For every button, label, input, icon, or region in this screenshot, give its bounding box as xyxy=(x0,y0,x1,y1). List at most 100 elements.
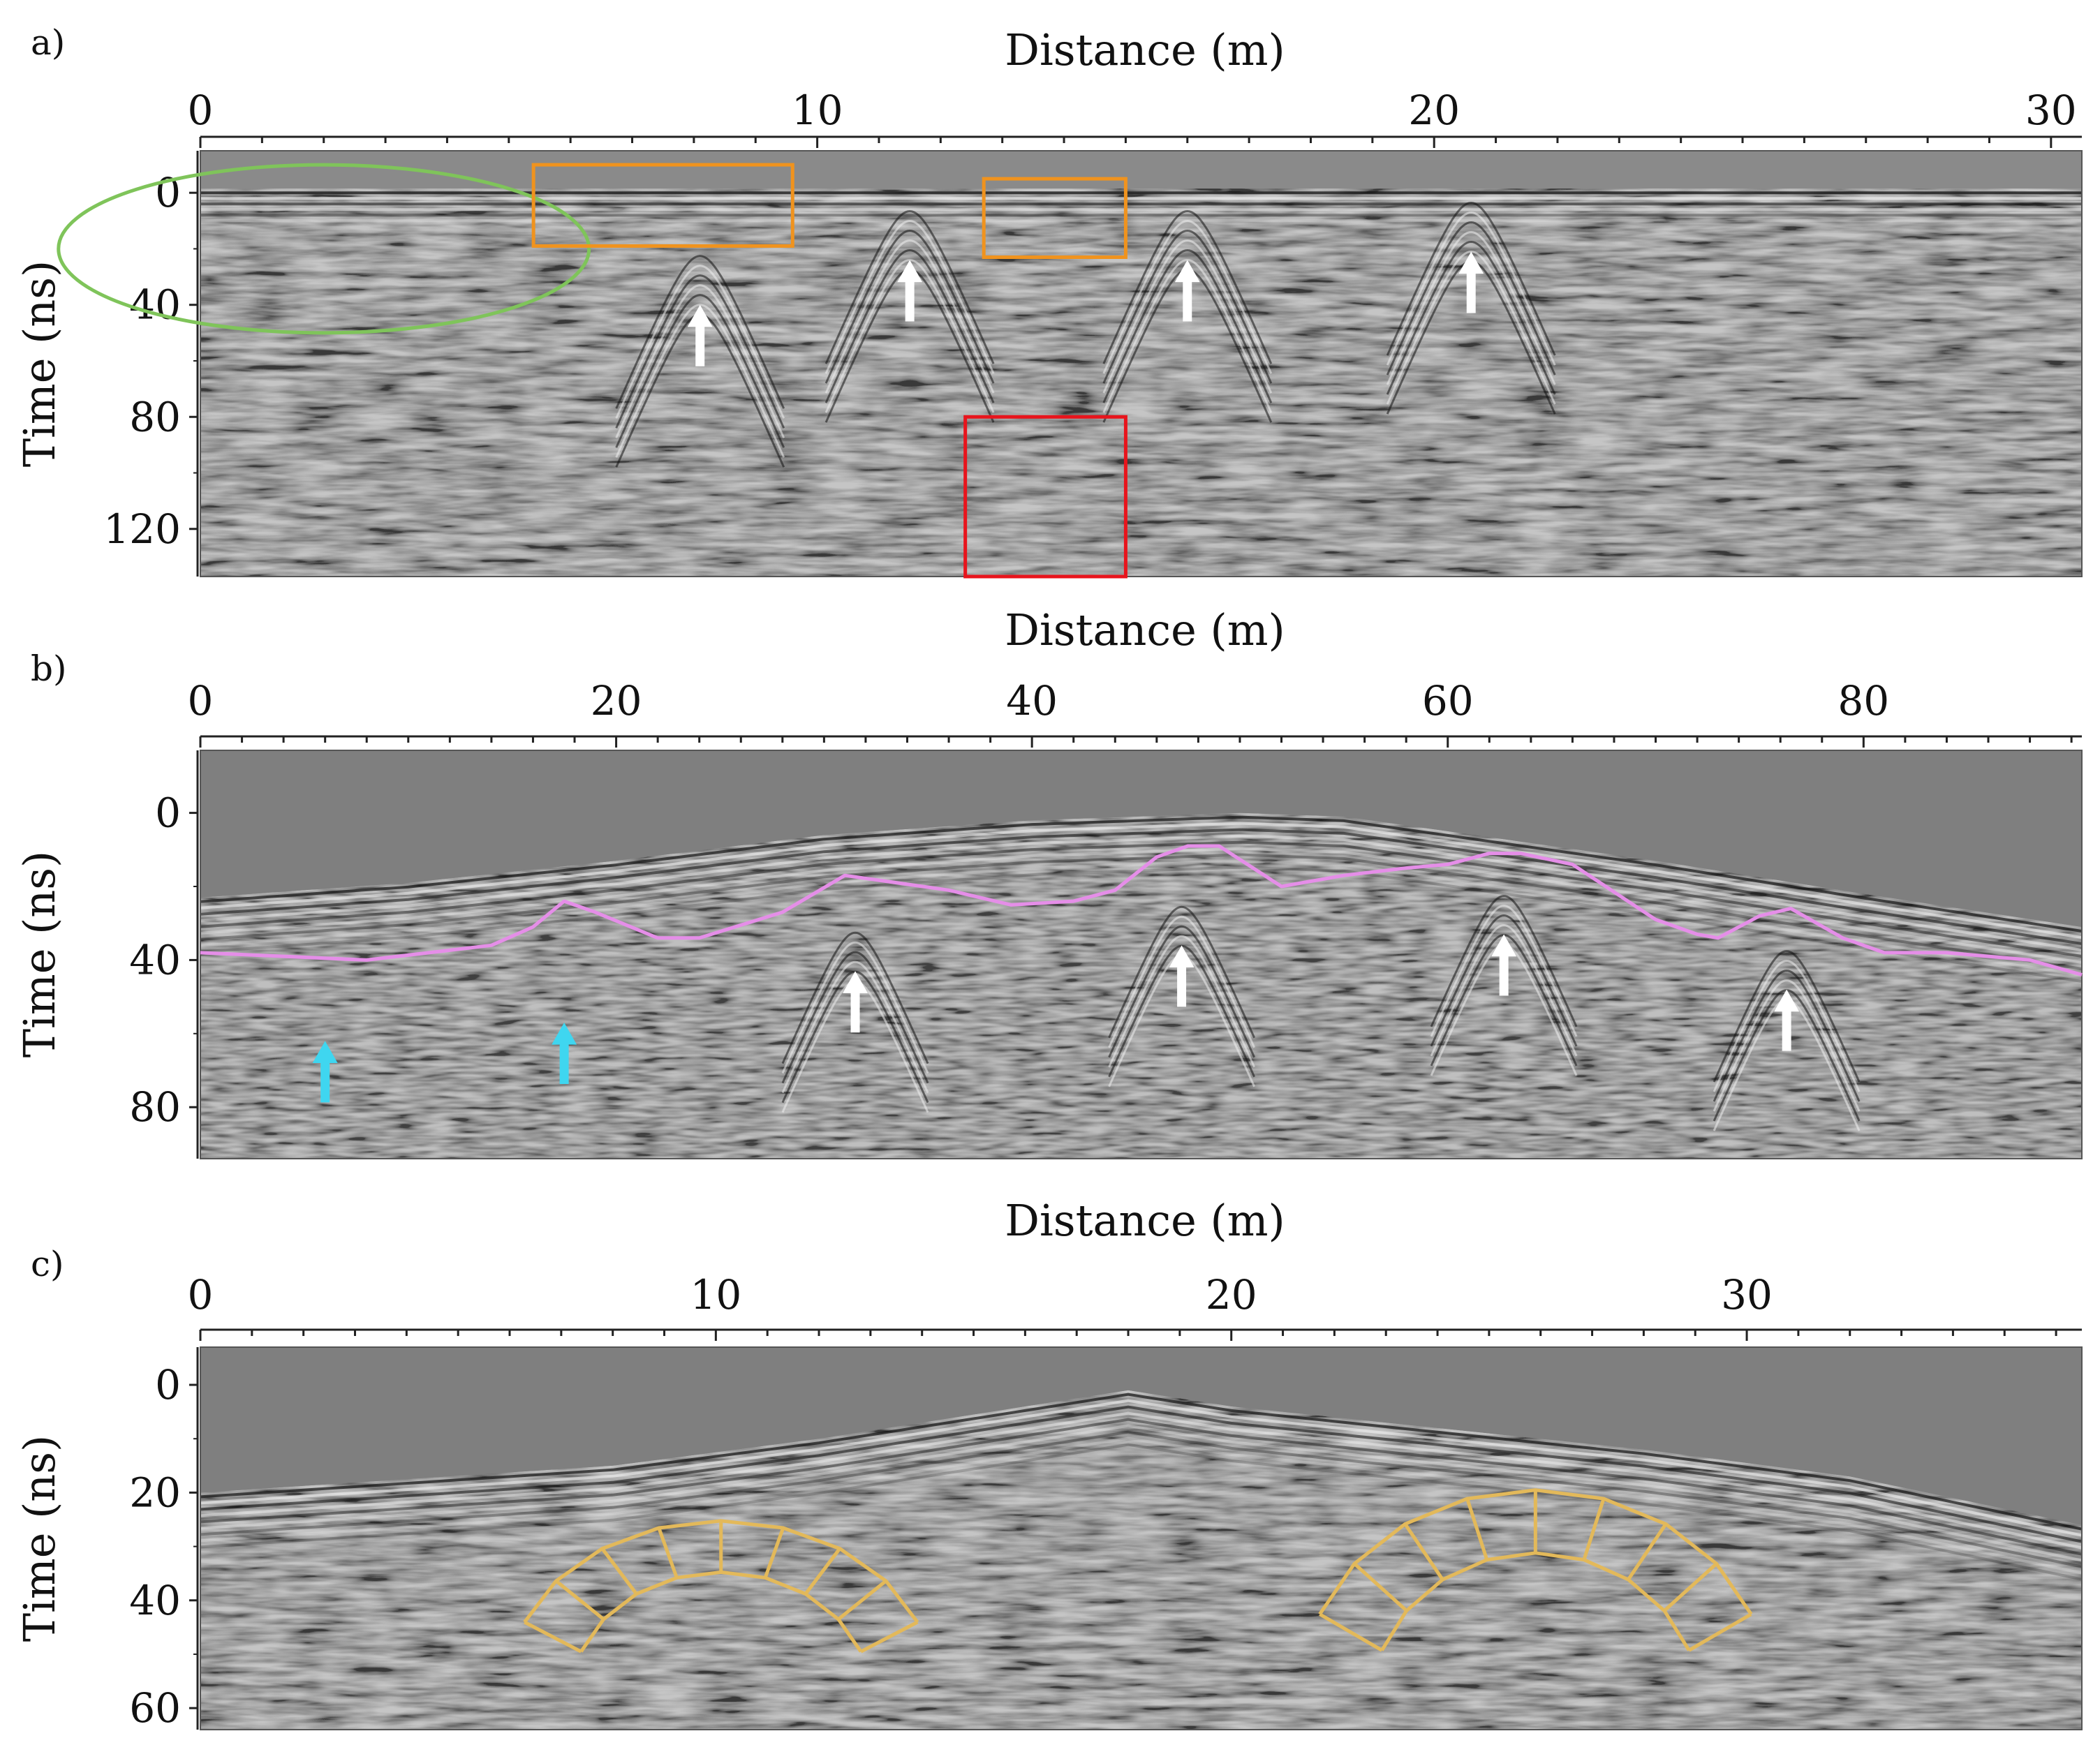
surface-reflection xyxy=(200,847,2082,964)
orange-box-annotation xyxy=(982,177,1127,260)
radargram-noise xyxy=(200,151,2082,577)
diffraction-hyperbola xyxy=(1430,914,1578,1047)
y-axis-title: Time (ns) xyxy=(14,851,65,1058)
surface-reflection xyxy=(200,834,2082,951)
plot-frame xyxy=(200,1346,2083,1730)
surface-reflection xyxy=(200,853,2082,970)
arch-intrados xyxy=(579,1570,863,1653)
diffraction-hyperbola xyxy=(825,248,995,403)
y-tick-label: 80 xyxy=(129,393,181,440)
diffraction-hyperbola xyxy=(1386,211,1556,366)
white-arrow-icon xyxy=(1774,989,1800,1051)
surface-reflection xyxy=(200,828,2082,945)
cyan-arrow-icon xyxy=(312,1041,338,1103)
diffraction-hyperbola xyxy=(825,239,995,394)
diffraction-hyperbola xyxy=(1386,221,1556,376)
diffraction-hyperbola xyxy=(1430,904,1578,1037)
diffraction-hyperbola xyxy=(781,951,929,1084)
x-axis-title: Distance (m) xyxy=(1005,24,1285,75)
diffraction-hyperbola xyxy=(615,294,785,448)
x-axis-title: Distance (m) xyxy=(1005,604,1285,655)
arch-voussoir-joint xyxy=(804,1547,841,1596)
diffraction-hyperbola xyxy=(615,284,785,438)
arch-voussoir-joint xyxy=(837,1579,887,1621)
arch-voussoir-joint xyxy=(763,1527,785,1579)
orange-box-annotation xyxy=(531,163,794,248)
diffraction-hyperbola xyxy=(1430,894,1578,1027)
surface-reflection xyxy=(200,1443,2082,1581)
cyan-arrow-icon xyxy=(552,1023,577,1084)
panel-c: c) Distance (m) Time (ns) 0 10 20 30 0 20 40 60 xyxy=(14,1195,2083,1732)
y-tick-label: 0 xyxy=(155,169,181,216)
panel-label: c) xyxy=(31,1244,64,1284)
white-arrow-icon xyxy=(843,971,868,1033)
diffraction-hyperbola xyxy=(1386,230,1556,385)
diffraction-hyperbola xyxy=(615,274,785,429)
y-tick-label: 20 xyxy=(129,1469,181,1516)
x-tick-label: 20 xyxy=(1206,1271,1257,1319)
surface-reflection xyxy=(200,1424,2082,1562)
x-axis-title: Distance (m) xyxy=(1005,1195,1285,1246)
white-arrow-icon xyxy=(1169,945,1195,1007)
arch-outline-right xyxy=(1318,1488,1753,1652)
air-layer xyxy=(200,1347,2082,1525)
red-box-annotation xyxy=(963,415,1127,579)
arch-outline-left xyxy=(523,1519,919,1654)
white-arrow-icon xyxy=(687,304,713,366)
diffraction-hyperbola xyxy=(615,255,785,409)
arch-voussoir-joint xyxy=(1663,1562,1718,1612)
diffraction-hyperbola xyxy=(1108,935,1255,1068)
x-tick-label: 80 xyxy=(1838,677,1889,725)
panel-a: a) Distance (m) Time (ns) 0 10 20 30 0 40 80 120 xyxy=(14,22,2083,579)
white-arrow-icon xyxy=(897,260,923,322)
diffraction-hyperbola xyxy=(1102,219,1273,374)
diffraction-hyperbola xyxy=(1102,229,1273,384)
arch-extrados xyxy=(523,1519,919,1624)
diffraction-hyperbola xyxy=(1386,240,1556,395)
panel-b: b) Distance (m) Time (ns) 0 20 40 60 80 0 40 80 xyxy=(14,604,2083,1159)
arch-voussoir-joint xyxy=(600,1547,638,1596)
y-axis-title: Time (ns) xyxy=(14,260,65,468)
arch-voussoir-joint xyxy=(1403,1522,1444,1581)
arch-voussoir-joint xyxy=(1465,1498,1489,1561)
white-arrow-icon xyxy=(1458,251,1484,313)
diffraction-hyperbola xyxy=(1713,979,1861,1112)
surface-reflection xyxy=(200,840,2082,958)
diffraction-hyperbola xyxy=(1430,923,1578,1057)
arch-voussoir-joint xyxy=(524,1620,582,1654)
x-tick-label: 20 xyxy=(591,677,642,725)
surface-reflection xyxy=(200,815,2082,933)
x-tick-label: 0 xyxy=(188,87,214,134)
x-tick-label: 30 xyxy=(1721,1271,1773,1319)
surface-reflection xyxy=(200,1399,2082,1537)
arch-voussoir-joint xyxy=(1688,1612,1752,1652)
diffraction-hyperbola xyxy=(1102,258,1273,413)
arch-voussoir-joint xyxy=(1582,1498,1606,1561)
white-arrow-icon xyxy=(1174,260,1200,322)
white-arrow-icon xyxy=(1491,934,1517,996)
diffraction-hyperbola xyxy=(615,304,785,458)
panel-label: b) xyxy=(31,648,67,689)
diffraction-hyperbola xyxy=(1108,925,1255,1058)
surface-reflection xyxy=(200,1405,2082,1543)
diffraction-hyperbola xyxy=(1386,201,1556,356)
air-layer xyxy=(200,750,2082,927)
y-tick-label: 40 xyxy=(129,281,181,329)
air-layer xyxy=(200,151,2082,189)
diffraction-hyperbola xyxy=(1713,950,1861,1083)
diffraction-hyperbola xyxy=(1108,905,1255,1039)
arch-voussoir-joint xyxy=(1353,1562,1408,1612)
diffraction-hyperbola xyxy=(825,258,995,413)
x-tick-label: 0 xyxy=(188,1271,214,1319)
y-tick-label: 0 xyxy=(155,789,181,837)
y-tick-label: 120 xyxy=(103,505,181,553)
arch-voussoir-joint xyxy=(1627,1522,1668,1581)
surface-reflection xyxy=(200,822,2082,939)
diffraction-hyperbola xyxy=(825,219,995,374)
diffraction-hyperbola xyxy=(781,960,929,1094)
diffraction-hyperbola xyxy=(1713,960,1861,1092)
plot-frame xyxy=(200,150,2083,577)
y-tick-label: 0 xyxy=(155,1361,181,1409)
arch-voussoir-joint xyxy=(554,1579,605,1621)
